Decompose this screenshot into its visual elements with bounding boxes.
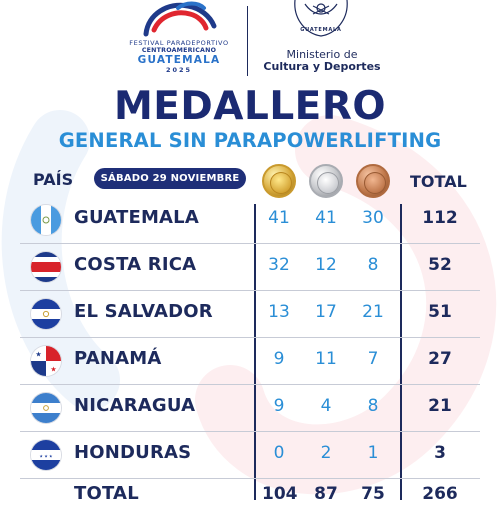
table-row: ★ ★ PANAMÁ 9 11 7 27 xyxy=(0,337,500,384)
festival-line3: GUATEMALA xyxy=(137,54,221,66)
table-row: COSTA RICA 32 12 8 52 xyxy=(0,243,500,290)
festival-swirl-icon xyxy=(143,1,217,37)
total-count: 27 xyxy=(428,349,452,369)
total-count: 51 xyxy=(428,302,452,322)
gold-count: 32 xyxy=(268,255,290,275)
total-count: 52 xyxy=(428,255,452,275)
total-label: TOTAL xyxy=(74,483,139,504)
gold-medal-icon xyxy=(262,164,296,198)
silver-count: 4 xyxy=(320,396,332,416)
festival-line2: CENTROAMERICANO xyxy=(141,47,217,54)
bronze-count: 7 xyxy=(367,349,379,369)
bronze-count: 30 xyxy=(362,208,384,228)
svg-text:★: ★ xyxy=(50,366,56,374)
bronze-medal-icon xyxy=(356,164,390,198)
silver-count: 11 xyxy=(315,349,337,369)
costa-rica-flag-icon xyxy=(31,252,61,282)
page-title: MEDALLERO xyxy=(113,84,387,129)
row-separator xyxy=(20,337,480,338)
ministry-line2: Cultura y Deportes xyxy=(263,60,381,73)
bronze-count: 1 xyxy=(367,443,379,463)
gold-total: 104 xyxy=(262,484,298,504)
column-total-header: TOTAL xyxy=(410,172,467,191)
table-divider-right xyxy=(400,204,402,500)
festival-logo: FESTIVAL PARADEPORTIVO CENTROAMERICANO G… xyxy=(120,0,238,82)
row-separator xyxy=(20,478,480,479)
silver-count: 41 xyxy=(315,208,337,228)
table-divider-left xyxy=(254,204,256,500)
svg-text:★: ★ xyxy=(35,351,41,359)
gold-count: 9 xyxy=(273,349,285,369)
festival-line4: 2025 xyxy=(165,66,193,74)
table-total-row: TOTAL 104 87 75 266 xyxy=(0,472,500,519)
nicaragua-flag-icon xyxy=(31,393,61,423)
table-row: EL SALVADOR 13 17 21 51 xyxy=(0,290,500,337)
bronze-total: 75 xyxy=(361,484,385,504)
row-separator xyxy=(20,431,480,432)
country-name: NICARAGUA xyxy=(74,395,196,416)
silver-count: 2 xyxy=(320,443,332,463)
honduras-flag-icon: ★ ★ ★ xyxy=(31,440,61,470)
date-badge: SÁBADO 29 NOVIEMBRE xyxy=(94,168,246,189)
guatemala-seal-icon: GUATEMALA xyxy=(294,0,348,37)
header-divider xyxy=(247,6,248,76)
total-count: 21 xyxy=(428,396,452,416)
panama-flag-icon: ★ ★ xyxy=(31,346,61,376)
bronze-count: 21 xyxy=(362,302,384,322)
gold-count: 9 xyxy=(273,396,285,416)
gold-count: 41 xyxy=(268,208,290,228)
page-subtitle: GENERAL SIN PARAPOWERLIFTING xyxy=(58,129,442,152)
silver-medal-icon xyxy=(309,164,343,198)
guatemala-flag-icon xyxy=(31,205,61,235)
table-row: GUATEMALA 41 41 30 112 xyxy=(0,196,500,243)
country-name: PANAMÁ xyxy=(74,348,162,369)
country-name: GUATEMALA xyxy=(74,207,199,228)
total-count: 3 xyxy=(434,443,446,463)
bronze-count: 8 xyxy=(367,396,379,416)
bronze-count: 8 xyxy=(367,255,379,275)
column-country-header: PAÍS xyxy=(33,170,74,189)
row-separator xyxy=(20,384,480,385)
grand-total: 266 xyxy=(422,484,458,504)
row-separator xyxy=(20,290,480,291)
gold-count: 13 xyxy=(268,302,290,322)
silver-count: 12 xyxy=(315,255,337,275)
table-row: NICARAGUA 9 4 8 21 xyxy=(0,384,500,431)
silver-total: 87 xyxy=(314,484,338,504)
country-name: EL SALVADOR xyxy=(74,301,213,322)
total-count: 112 xyxy=(422,208,458,228)
table-row: ★ ★ ★ HONDURAS 0 2 1 3 xyxy=(0,431,500,478)
festival-line1: FESTIVAL PARADEPORTIVO xyxy=(129,39,229,47)
el-salvador-flag-icon xyxy=(31,299,61,329)
row-separator xyxy=(20,243,480,244)
ministry-line1: Ministerio de xyxy=(286,48,358,61)
seal-label: GUATEMALA xyxy=(300,27,341,33)
silver-count: 17 xyxy=(315,302,337,322)
country-name: HONDURAS xyxy=(74,442,192,463)
svg-text:★ ★ ★: ★ ★ ★ xyxy=(39,454,53,459)
country-name: COSTA RICA xyxy=(74,254,197,275)
gold-count: 0 xyxy=(273,443,285,463)
